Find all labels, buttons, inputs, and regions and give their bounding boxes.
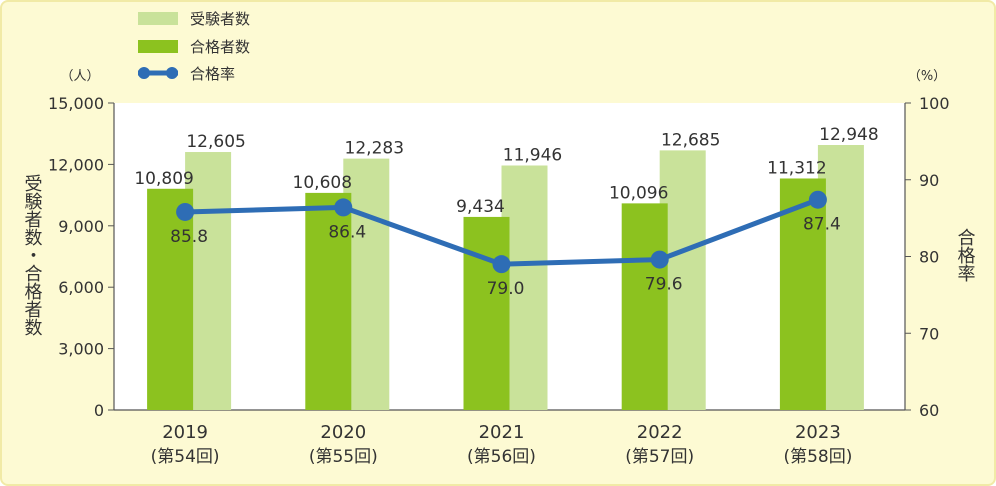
left-axis-tick-label: 12,000 bbox=[48, 155, 104, 174]
legend-label-applicants: 受験者数 bbox=[190, 10, 250, 28]
right-axis-tick-label: 90 bbox=[919, 171, 939, 190]
pass-rate-point-2021 bbox=[492, 255, 511, 274]
x-tick-label-year: 2021 bbox=[479, 422, 525, 443]
pass-rate-point-2022 bbox=[650, 250, 669, 269]
left-axis-tick-label: 6,000 bbox=[58, 278, 104, 297]
x-tick-label-year: 2019 bbox=[162, 422, 208, 443]
left-axis-tick-label: 0 bbox=[94, 401, 104, 420]
x-axis-labels: 2019 (第54回) 2020 (第55回) 2021 (第56回) 2022 (第57回)… bbox=[151, 422, 853, 467]
legend-label-passers: 合格者数 bbox=[190, 38, 250, 56]
data-labels: 12,605 10,809 12,283 10,608 11,946 9,434 12,68… bbox=[134, 125, 878, 299]
right-axis-unit: （%） bbox=[908, 69, 946, 84]
right-axis-tick-label: 100 bbox=[919, 94, 950, 113]
label-passers-2022: 10,096 bbox=[609, 183, 668, 203]
label-applicants-2023: 12,948 bbox=[819, 125, 878, 145]
legend-swatch-passers bbox=[138, 40, 178, 53]
label-applicants-2021: 11,946 bbox=[503, 146, 562, 166]
x-tick-label-session: (第56回) bbox=[467, 447, 536, 467]
label-pass-rate-2019: 85.8 bbox=[170, 227, 208, 247]
bar-passers-2019 bbox=[147, 188, 194, 410]
x-tick-label-session: (第54回) bbox=[151, 447, 220, 467]
label-passers-2019: 10,809 bbox=[134, 169, 193, 189]
x-tick-label-year: 2023 bbox=[795, 422, 841, 443]
x-tick-label-session: (第57回) bbox=[625, 447, 694, 467]
label-passers-2020: 10,608 bbox=[293, 173, 352, 193]
x-tick-label-year: 2020 bbox=[320, 422, 366, 443]
right-axis-tick-label: 60 bbox=[919, 401, 939, 420]
label-passers-2021: 9,434 bbox=[456, 197, 505, 217]
legend-label-pass-rate: 合格率 bbox=[190, 65, 235, 83]
legend: 受験者数 合格者数 合格率 bbox=[138, 10, 250, 83]
x-tick-label-session: (第55回) bbox=[309, 447, 378, 467]
right-axis-tick-label: 70 bbox=[919, 324, 939, 343]
x-tick-label-year: 2022 bbox=[637, 422, 683, 443]
left-axis-title: 受験者数・合格者数 bbox=[22, 174, 43, 336]
bar-passers-2021 bbox=[463, 216, 510, 410]
bar-passers-2020 bbox=[305, 192, 352, 410]
label-applicants-2020: 12,283 bbox=[345, 139, 404, 159]
right-axis-title: 合格率 bbox=[955, 228, 976, 282]
label-pass-rate-2023: 87.4 bbox=[803, 215, 841, 235]
bar-passers-2022 bbox=[621, 203, 668, 410]
legend-marker-pass-rate bbox=[138, 67, 150, 79]
left-axis-tick-label: 15,000 bbox=[48, 94, 104, 113]
bars bbox=[147, 144, 864, 410]
axes: 0 3,000 6,000 9,000 12,000 15,000 60 70 80 90 100 bbox=[48, 94, 950, 420]
left-axis-tick-label: 9,000 bbox=[58, 217, 104, 236]
legend-marker-pass-rate-end bbox=[166, 67, 178, 79]
right-axis-tick-label: 80 bbox=[919, 248, 939, 267]
pass-rate-point-2020 bbox=[334, 198, 353, 217]
pass-rate-point-2023 bbox=[808, 190, 827, 209]
label-pass-rate-2020: 86.4 bbox=[328, 222, 366, 242]
label-pass-rate-2022: 79.6 bbox=[645, 275, 683, 295]
pass-rate-series bbox=[176, 190, 827, 274]
label-applicants-2019: 12,605 bbox=[186, 132, 245, 152]
label-applicants-2022: 12,685 bbox=[661, 130, 720, 150]
label-passers-2023: 11,312 bbox=[767, 158, 826, 178]
label-pass-rate-2021: 79.0 bbox=[487, 279, 525, 299]
left-axis-tick-label: 3,000 bbox=[58, 340, 104, 359]
bar-passers-2023 bbox=[779, 178, 826, 410]
legend-swatch-applicants bbox=[138, 12, 178, 25]
x-tick-label-session: (第58回) bbox=[783, 447, 852, 467]
pass-rate-point-2019 bbox=[176, 202, 195, 221]
left-axis-unit: （人） bbox=[60, 69, 99, 84]
